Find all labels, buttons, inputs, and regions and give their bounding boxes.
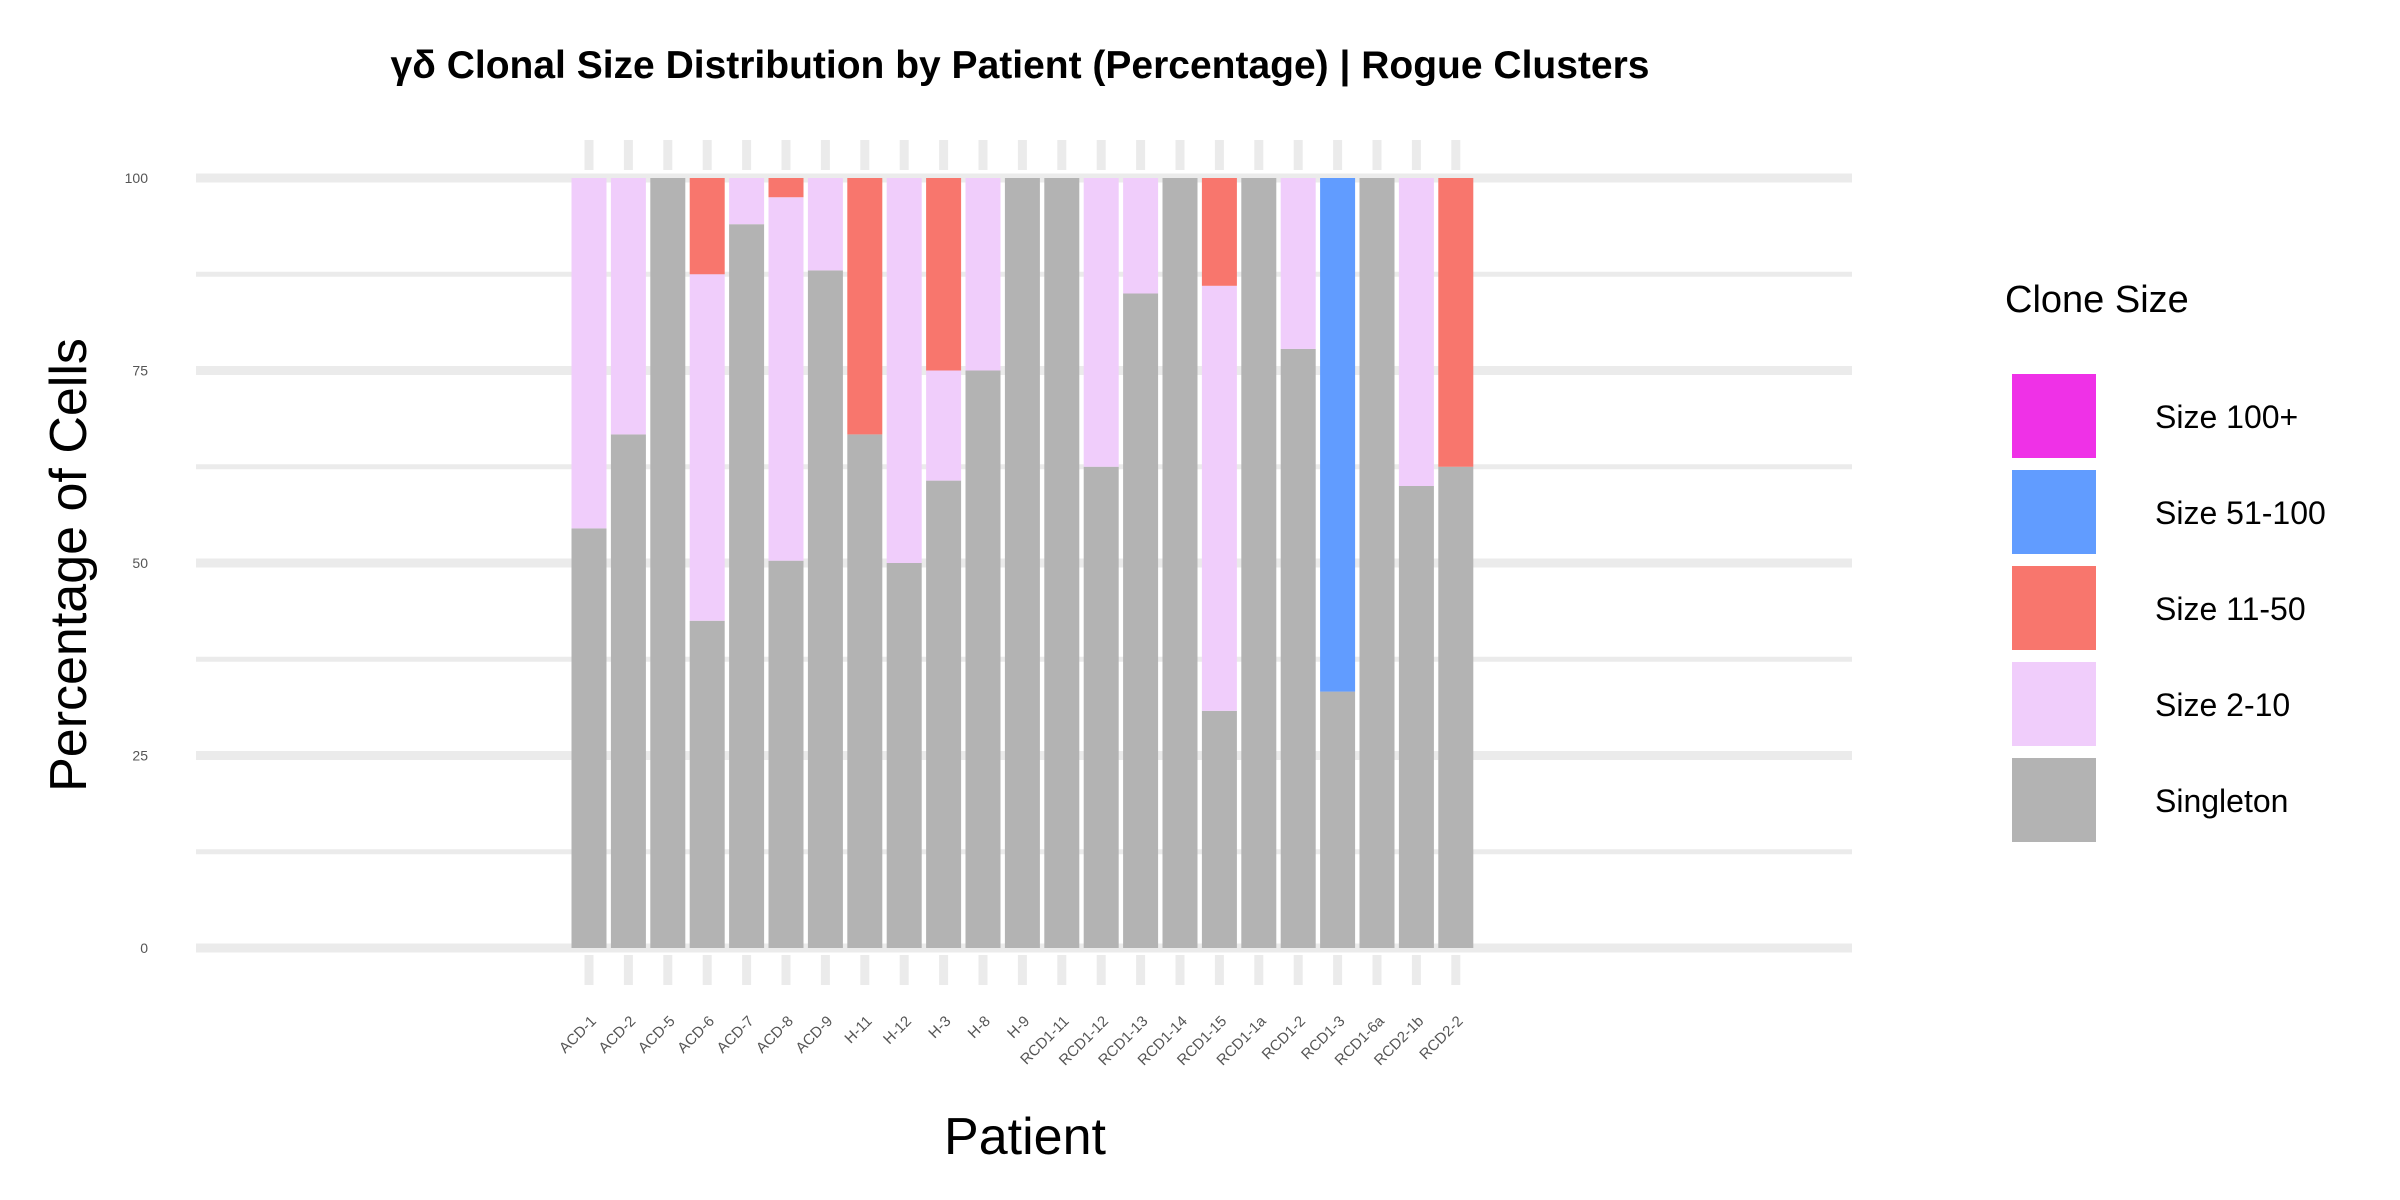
- y-tick-label: 75: [132, 363, 148, 379]
- bar-segment: [1320, 178, 1356, 692]
- legend-swatch: [2012, 470, 2096, 554]
- bar-segment: [1359, 178, 1395, 948]
- bar-segment: [1438, 178, 1474, 467]
- legend-swatch: [2012, 662, 2096, 746]
- y-tick-labels: 0 25 50 75 100: [125, 170, 149, 956]
- bar-segment: [571, 528, 607, 948]
- legend-label: Size 100+: [2155, 399, 2298, 435]
- bar-segment: [1083, 178, 1119, 467]
- x-tick-marks: [584, 140, 1461, 985]
- bar-segment: [807, 270, 843, 948]
- bar-segment: [1123, 293, 1159, 948]
- bar-segment: [965, 178, 1001, 371]
- chart-title: γδ Clonal Size Distribution by Patient (…: [391, 44, 1650, 87]
- bar-segment: [965, 370, 1001, 948]
- legend-label: Size 51-100: [2155, 495, 2326, 531]
- bar-segment: [926, 480, 962, 948]
- bar-segment: [1162, 178, 1198, 948]
- x-tick-label: RCD2-2: [1416, 1013, 1466, 1063]
- x-tick-label: H-12: [880, 1013, 915, 1048]
- legend-swatch: [2012, 566, 2096, 650]
- bar-segment: [689, 620, 725, 948]
- bar-segment: [610, 434, 646, 948]
- y-tick-label: 50: [132, 555, 148, 571]
- x-tick-label: H-11: [841, 1013, 875, 1047]
- y-tick-label: 0: [140, 940, 148, 956]
- legend-label: Size 2-10: [2155, 687, 2290, 723]
- bar-segment: [1280, 178, 1316, 349]
- bar-segment: [1044, 178, 1080, 948]
- y-tick-label: 100: [125, 170, 149, 186]
- bar-segment: [1398, 486, 1434, 948]
- x-tick-label: ACD-5: [635, 1013, 679, 1057]
- bar-segment: [689, 274, 725, 621]
- bar-segment: [1438, 466, 1474, 948]
- x-tick-label: ACD-8: [753, 1013, 797, 1057]
- bar-segment: [1398, 178, 1434, 486]
- x-tick-label: ACD-2: [595, 1013, 639, 1057]
- bar-segment: [1201, 178, 1237, 286]
- bar-segment: [1201, 285, 1237, 711]
- x-tick-label: ACD-6: [674, 1013, 718, 1057]
- bar-segment: [768, 560, 804, 948]
- bar-segment: [768, 197, 804, 561]
- bar-segment: [1083, 466, 1119, 948]
- bar-segment: [847, 434, 883, 948]
- bar-segment: [1280, 348, 1316, 948]
- bar-segment: [1241, 178, 1277, 948]
- legend-swatch: [2012, 758, 2096, 842]
- bar-segment: [1201, 710, 1237, 948]
- bar-segment: [1320, 691, 1356, 948]
- x-tick-label: ACD-7: [714, 1013, 758, 1057]
- bar-segment: [729, 224, 765, 948]
- bar-segment: [729, 178, 765, 225]
- legend-swatch: [2012, 374, 2096, 458]
- bar-segment: [1004, 178, 1040, 948]
- bar-segment: [610, 178, 646, 435]
- legend-label: Singleton: [2155, 783, 2288, 819]
- y-tick-label: 25: [132, 748, 148, 764]
- x-axis-title: Patient: [944, 1108, 1106, 1166]
- bar-segment: [571, 178, 607, 529]
- bar-segment: [886, 563, 922, 948]
- legend-title: Clone Size: [2005, 279, 2189, 321]
- bar-segment: [886, 178, 922, 563]
- bar-segment: [650, 178, 686, 948]
- x-tick-label: ACD-9: [792, 1013, 836, 1057]
- legend-label: Size 11-50: [2155, 591, 2306, 627]
- x-tick-label: H-9: [1004, 1013, 1033, 1042]
- bar-segment: [768, 178, 804, 198]
- x-tick-label: H-8: [965, 1013, 994, 1042]
- bars: [571, 178, 1474, 948]
- bar-segment: [926, 178, 962, 371]
- bar-segment: [1123, 178, 1159, 294]
- bar-segment: [847, 178, 883, 435]
- y-axis-title: Percentage of Cells: [40, 338, 98, 792]
- bar-segment: [807, 178, 843, 271]
- bar-segment: [689, 178, 725, 275]
- legend: Clone Size Size 100+ Size 51-100 Size 11-5…: [2005, 279, 2326, 842]
- bar-segment: [926, 370, 962, 481]
- x-tick-label: ACD-1: [556, 1013, 600, 1057]
- x-tick-label: H-3: [925, 1013, 954, 1042]
